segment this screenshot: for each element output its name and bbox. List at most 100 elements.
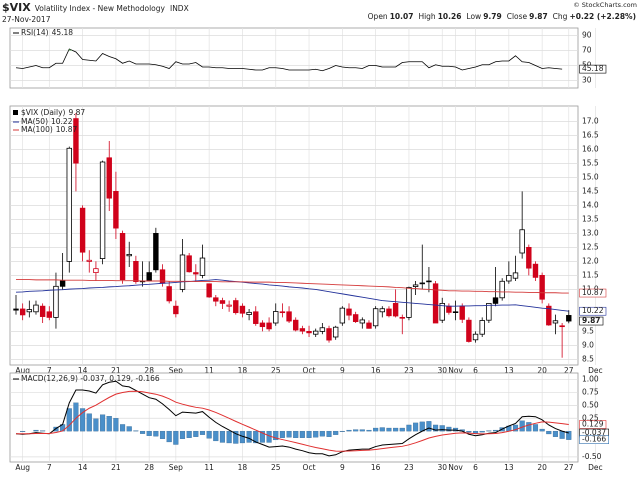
legend-name: $VIX (Daily) [21,108,66,117]
histogram-bar [20,430,26,432]
histogram-bar [559,430,565,439]
y-tick-label: 12.0 [582,256,599,265]
candle-body [372,308,379,327]
candle-body [193,272,199,275]
candle-body [326,328,332,341]
candle-body [293,319,299,331]
histogram-bar [453,427,459,432]
x-tick-label: 6 [473,366,478,375]
candle-body [246,311,252,315]
quote-value: 9.79 [483,12,502,21]
y-tick-label: 0.25 [582,413,599,422]
y-tick-label: 13.5 [582,214,599,223]
candle-body [439,302,445,321]
legend-swatch [13,110,18,115]
value-tag: 10.22 [582,306,604,315]
quote-value: +0.22 (+2.28%) [569,12,636,21]
y-tick-label: 70 [582,46,592,55]
value-tag: 9.87 [582,316,601,325]
x-tick-label: 18 [238,463,248,472]
value-tag: 0.129 [582,419,604,428]
histogram-bar [426,421,432,432]
candle-body [399,316,405,319]
histogram-bar [366,429,372,432]
y-tick-label: 17.0 [582,116,599,125]
overbought-fill [16,49,563,51]
symbol: $VIX [2,1,31,14]
candle-body [166,286,172,302]
candle-body [179,254,186,290]
candle-body [319,327,326,332]
candle-body [459,305,465,320]
candle-body [346,308,352,316]
histogram-bar [186,430,192,438]
candle-body [186,255,192,273]
histogram-bar [80,408,86,432]
histogram-bar [293,430,299,438]
x-tick-label: 14 [78,463,88,472]
histogram-bar [406,424,412,432]
candle-body [219,300,226,304]
candle-body [519,229,525,254]
y-tick-label: 16.5 [582,130,599,139]
candle-body [379,308,385,313]
histogram-bar [479,430,485,433]
candle-body [512,272,519,279]
quote-label: Open [368,12,388,21]
legend: MACD(12,26,9) -0.037, 0.129, -0.166 [21,374,160,383]
histogram-bar [326,430,332,437]
histogram-bar [259,430,265,443]
candle-body [386,308,392,317]
histogram-bar [166,430,172,443]
x-tick-label: 27 [564,366,574,375]
histogram-bar [146,430,152,436]
histogram-bar [246,430,252,443]
candle-body [559,325,565,328]
candle-body [392,302,399,317]
histogram-bar [286,430,292,438]
candle-body [213,297,219,302]
histogram-bar [313,430,319,438]
histogram-bar [179,430,186,439]
histogram-bar [346,429,352,432]
candle-body [472,333,479,341]
y-tick-label: 11.5 [582,270,599,279]
x-tick-label: Nov [448,463,463,472]
histogram-bar [566,430,572,440]
y-tick-label: 14.5 [582,186,599,195]
candle-body [286,311,292,322]
candle-body [546,305,552,326]
candle-body [86,259,92,262]
candle-body [339,307,346,324]
legend-value: 10.22 [51,117,73,126]
value-tag: 10.87 [582,288,604,297]
candle-body [226,304,232,307]
y-tick-label: 13.0 [582,228,599,237]
histogram-bar [492,429,499,432]
candle-body [299,328,306,332]
candle-body [566,315,572,322]
candle-body [466,319,472,342]
legend-value: 9.87 [68,108,85,117]
x-tick-label: 27 [564,463,574,472]
x-tick-label: 30 [437,463,447,472]
histogram-bar [466,430,472,433]
x-tick-label: 20 [537,463,547,472]
y-tick-label: 12.5 [582,242,599,251]
histogram-bar [93,418,99,432]
histogram-bar [159,430,166,439]
histogram-bar [86,413,92,432]
macd-line [15,390,569,452]
value-tag-box [579,316,604,326]
legend-value: 10.87 [56,125,78,134]
histogram-bar [446,426,452,432]
legend-name: RSI(14) [21,28,49,37]
y-tick-label: 0.75 [582,388,599,397]
value-tag: -0.166 [582,435,606,444]
x-tick-label: 30 [437,366,447,375]
histogram-bar [512,424,519,432]
x-tick-label: 14 [78,366,88,375]
credit: © StockCharts.com [573,1,637,9]
candle-body [46,311,52,318]
x-tick-label: Oct [303,463,316,472]
